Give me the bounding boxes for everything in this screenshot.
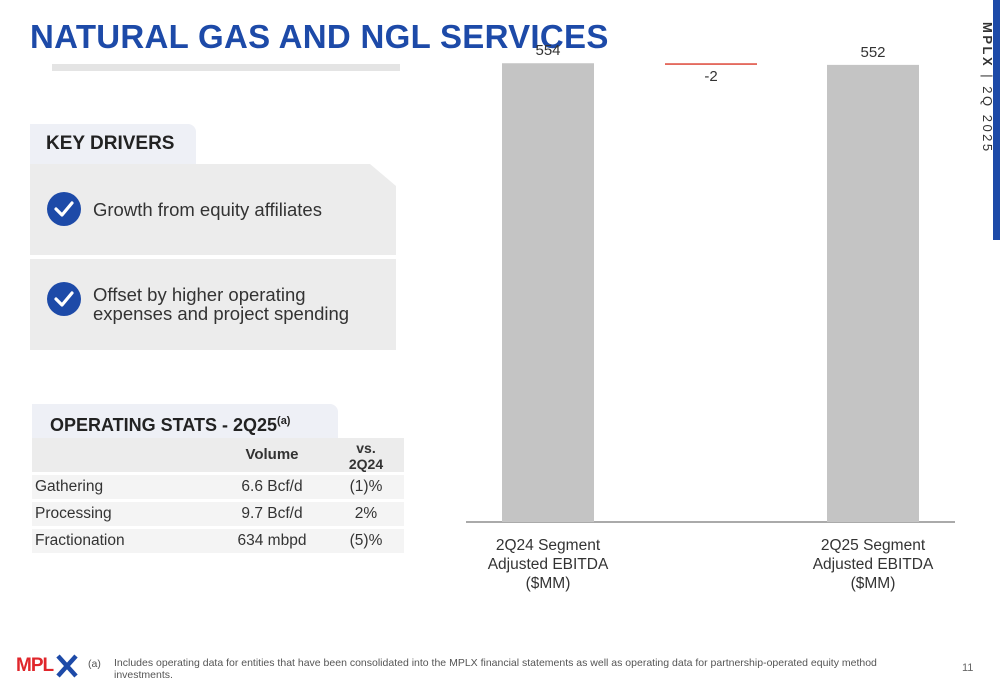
page-title: NATURAL GAS AND NGL SERVICES <box>30 18 609 55</box>
operating-stats-table: Volume vs. 2Q24 Gathering 6.6 Bcf/d (1)%… <box>32 438 404 553</box>
category-label: ($MM) <box>851 575 896 592</box>
category-label: Adjusted EBITDA <box>813 556 934 573</box>
checkmark-icon <box>47 282 81 316</box>
row-volume: 9.7 Bcf/d <box>241 505 303 522</box>
change-column-header: vs. 2Q24 <box>348 440 384 472</box>
key-drivers-heading: KEY DRIVERS <box>30 124 196 164</box>
operating-stats-heading: OPERATING STATS - 2Q25(a) <box>32 404 338 438</box>
bar-total <box>827 64 919 522</box>
side-label: MPLX | 2Q 2025 <box>950 22 995 157</box>
side-label-company: MPLX <box>980 22 995 69</box>
bar-total <box>502 63 594 522</box>
side-label-separator: | <box>980 74 995 81</box>
table-header: Volume vs. 2Q24 <box>32 438 404 472</box>
row-volume: 634 mbpd <box>237 532 307 549</box>
row-change: 2% <box>354 505 378 522</box>
svg-text:MPL: MPL <box>16 655 55 676</box>
operating-stats-title: OPERATING STATS - 2Q25 <box>50 415 278 435</box>
data-label: -2 <box>704 68 717 85</box>
key-drivers-panel: Growth from equity affiliates Offset by … <box>30 164 396 350</box>
row-name: Processing <box>35 505 112 522</box>
row-name: Fractionation <box>35 532 125 549</box>
key-driver-item: Offset by higher operating expenses and … <box>30 259 396 350</box>
key-driver-text: Offset by higher operating expenses and … <box>93 284 350 324</box>
category-label: 2Q24 Segment <box>496 537 601 554</box>
row-name: Gathering <box>35 478 104 495</box>
side-label-period: 2Q 2025 <box>980 86 995 154</box>
mplx-logo: MPL <box>16 654 78 678</box>
operating-stats-note: (a) <box>277 415 291 427</box>
volume-column-header: Volume <box>245 446 299 463</box>
category-label: ($MM) <box>526 575 571 592</box>
data-label: 552 <box>860 44 885 61</box>
page-number: 11 <box>962 662 974 674</box>
table-row: Processing 9.7 Bcf/d 2% <box>32 502 404 526</box>
table-row: Fractionation 634 mbpd (5)% <box>32 529 404 553</box>
row-change: (1)% <box>349 478 383 495</box>
category-label: 2Q25 Segment <box>821 537 926 554</box>
key-driver-text: Growth from equity affiliates <box>93 199 322 220</box>
row-change: (5)% <box>349 532 383 549</box>
category-label: Adjusted EBITDA <box>488 556 609 573</box>
footnote-marker: (a) <box>88 658 101 670</box>
checkmark-icon <box>47 192 81 226</box>
footnote-text: Includes operating data for entities tha… <box>114 657 877 681</box>
table-row: Gathering 6.6 Bcf/d (1)% <box>32 475 404 499</box>
title-underline <box>52 64 400 71</box>
bar-decrease <box>665 63 757 65</box>
row-volume: 6.6 Bcf/d <box>241 478 303 495</box>
key-driver-item: Growth from equity affiliates <box>30 164 396 255</box>
side-accent-bar <box>993 0 1000 240</box>
